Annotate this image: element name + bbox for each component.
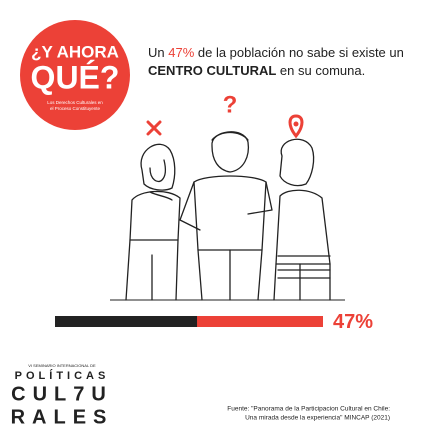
headline-bold: CENTRO CULTURAL	[148, 63, 276, 78]
icon-cross	[146, 120, 162, 136]
logo-tagline: el Proceso Constituyente	[50, 106, 101, 111]
value-label: 47%	[333, 311, 373, 333]
headline: CENTRO CULTURAL en su comuna.	[148, 63, 365, 78]
headline-highlight: 47%	[168, 45, 194, 60]
seminar-label: VI SEMINARIO INTERNACIONAL DE	[28, 363, 96, 368]
logo-tagline: Los Derechos Culturales en	[47, 100, 103, 105]
chart: 47%	[197, 311, 373, 333]
logo-line1: ¿Y AHORA	[31, 42, 119, 61]
icon-pin	[288, 114, 304, 139]
headline-text: en su comuna.	[276, 63, 365, 78]
bar	[197, 316, 323, 327]
logo-circle	[20, 20, 130, 130]
seminar-word: CUL7U	[11, 383, 113, 405]
source: Una mirada desde la experiencia" MINCAP …	[245, 415, 390, 422]
headline: Un 47% de la población no sabe si existe…	[148, 45, 404, 60]
headline-text: Un	[148, 45, 168, 60]
bar-track	[55, 316, 323, 327]
seminar-word: RALES	[11, 406, 114, 428]
illustration	[125, 131, 331, 301]
logo-line2: QUÉ?	[31, 59, 120, 95]
source: Fuente: "Panorama de la Participacion Cu…	[227, 406, 390, 413]
icon-pin-dot	[293, 121, 299, 127]
icon-question: ?	[223, 91, 238, 118]
seminar-word: POLÍTICAS	[15, 369, 110, 382]
headline-text: de la población no sabe si existe un	[194, 45, 404, 60]
